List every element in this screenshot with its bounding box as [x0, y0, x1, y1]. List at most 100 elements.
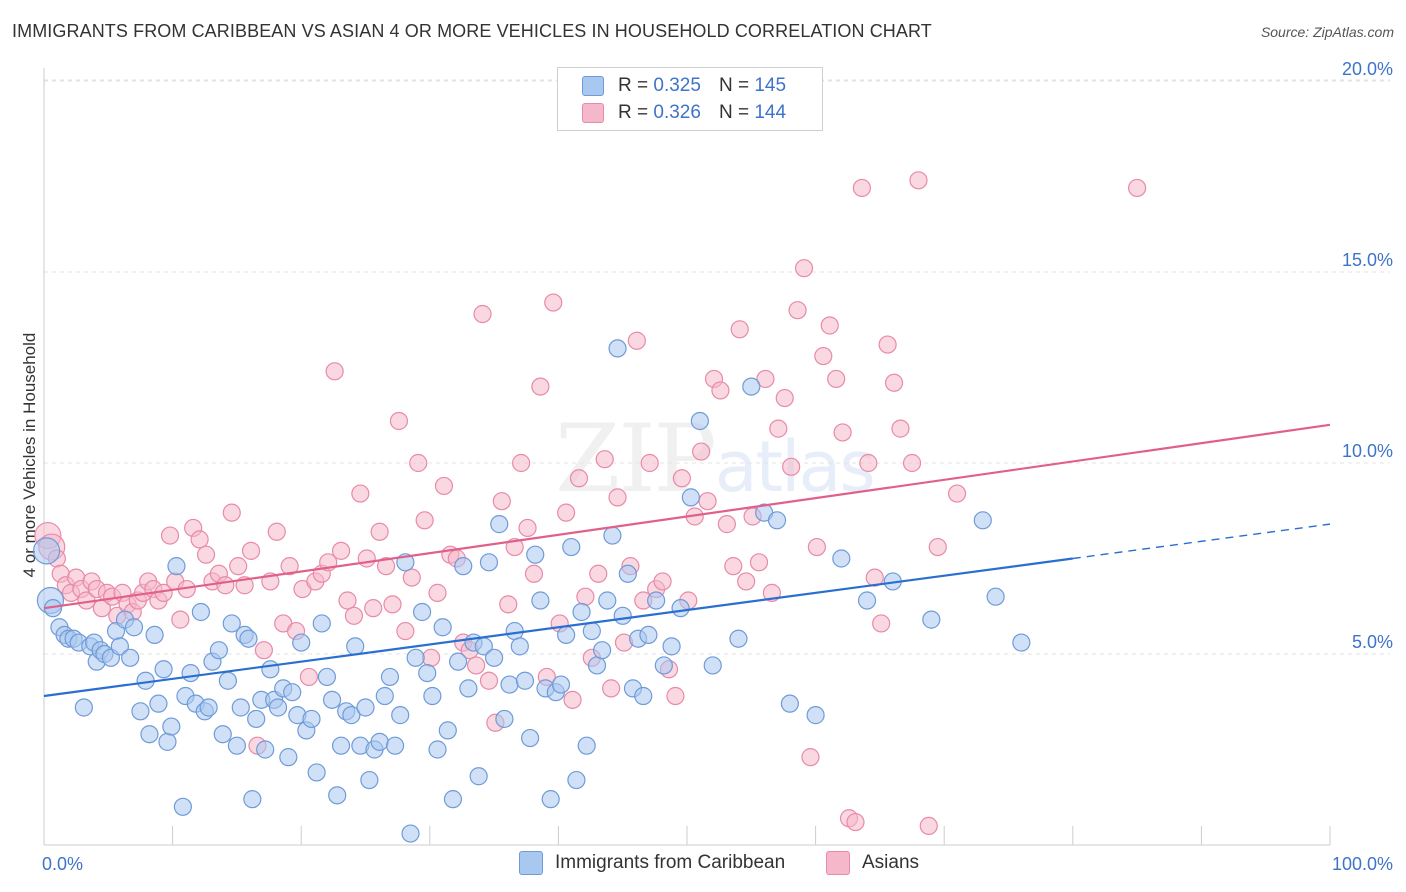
caribbean-point [292, 633, 311, 652]
caribbean-point [526, 545, 545, 564]
caribbean-point [218, 671, 237, 690]
caribbean-point [832, 549, 851, 568]
asians-point [196, 545, 216, 564]
asians-point [865, 568, 884, 587]
asians-point [222, 503, 241, 522]
caribbean-point [423, 686, 442, 706]
caribbean-point [328, 786, 347, 805]
caribbean-point [454, 557, 473, 576]
caribbean-point [428, 740, 447, 759]
y-tick-label: 10.0% [1342, 441, 1393, 461]
caribbean-point [283, 683, 302, 702]
legend-r-value: 0.326 [653, 102, 701, 123]
caribbean-point [572, 602, 591, 622]
caribbean-point [312, 614, 331, 633]
caribbean-point [433, 618, 452, 637]
caribbean-point [239, 629, 258, 648]
asians-point [331, 541, 351, 560]
caribbean-point [247, 709, 266, 729]
asians-point [833, 423, 852, 442]
caribbean-point [613, 606, 632, 625]
caribbean-point [149, 694, 168, 713]
caribbean-point [541, 790, 560, 809]
asians-point [415, 511, 434, 530]
caribbean-point [227, 736, 246, 755]
caribbean-point [618, 564, 637, 583]
caribbean-point [729, 629, 748, 648]
asians-point [711, 381, 730, 400]
caribbean-point [557, 625, 576, 645]
asians-point [928, 537, 947, 557]
caribbean-point [662, 637, 681, 656]
asians-point [344, 606, 364, 625]
legend-n-label: N = [718, 75, 750, 96]
asians-point [479, 671, 499, 690]
asians-point [518, 518, 537, 538]
asians-point [749, 553, 769, 572]
caribbean-point [973, 511, 992, 530]
asians-point [640, 453, 659, 473]
legend-n-value: 144 [754, 102, 787, 123]
asians-point [846, 812, 865, 832]
caribbean-point [360, 770, 379, 790]
caribbean-point [582, 621, 601, 641]
caribbean-point [412, 602, 432, 622]
caribbean-point [268, 698, 288, 717]
caribbean-point [191, 602, 210, 622]
caribbean-point [654, 656, 673, 675]
caribbean-point [302, 709, 321, 729]
asians-point [421, 648, 441, 667]
asians-point [389, 411, 409, 431]
caribbean-point [438, 721, 457, 740]
caribbean-point [505, 621, 524, 641]
caribbean-point [401, 824, 420, 843]
asians-point [769, 419, 788, 438]
caribbean-point [243, 790, 262, 809]
caribbean-point [213, 725, 232, 744]
asians-point [338, 591, 357, 610]
caribbean-point [647, 591, 666, 610]
asians-point [909, 171, 928, 190]
caribbean-point [181, 663, 200, 683]
asians-point [190, 530, 209, 549]
legend-r-label: R = [618, 75, 649, 96]
caribbean-point [131, 702, 150, 721]
asians-point [794, 259, 814, 278]
asians-point [428, 583, 447, 602]
asians-point [160, 526, 180, 545]
caribbean-point [515, 671, 535, 690]
x-tick-label: 100.0% [1332, 854, 1393, 874]
caribbean-point [681, 488, 700, 507]
asians-point [370, 522, 389, 541]
asians-point [947, 484, 967, 503]
caribbean-point [608, 339, 627, 358]
asians-point [692, 442, 711, 461]
asians-point [505, 537, 524, 557]
asians-point [814, 346, 833, 366]
caribbean-point [448, 652, 468, 671]
series-legend-label: Asians [862, 852, 920, 873]
asians-point [878, 335, 897, 354]
caribbean-point [279, 748, 298, 767]
asians-point [563, 690, 582, 709]
asians-point [299, 667, 319, 687]
asians-point [852, 178, 871, 198]
chart-title: IMMIGRANTS FROM CARIBBEAN VS ASIAN 4 OR … [12, 21, 932, 41]
asians-point [499, 595, 518, 614]
caribbean-point [593, 641, 612, 660]
legend-row-caribbean: R = 0.325 N = 145 [582, 74, 786, 98]
asians-point [653, 572, 672, 591]
caribbean-point [500, 675, 519, 694]
caribbean-point [145, 625, 164, 645]
caribbean-point [406, 648, 425, 667]
caribbean-point [922, 610, 941, 629]
asians-point [788, 301, 807, 320]
asians-point [602, 679, 621, 698]
series-legend: Immigrants from Caribbean Asians [0, 851, 1406, 879]
asians-point [782, 457, 801, 476]
caribbean-point [380, 667, 400, 687]
caribbean-point [671, 599, 690, 618]
y-tick-label: 20.0% [1342, 59, 1393, 79]
caribbean-point [742, 377, 761, 396]
